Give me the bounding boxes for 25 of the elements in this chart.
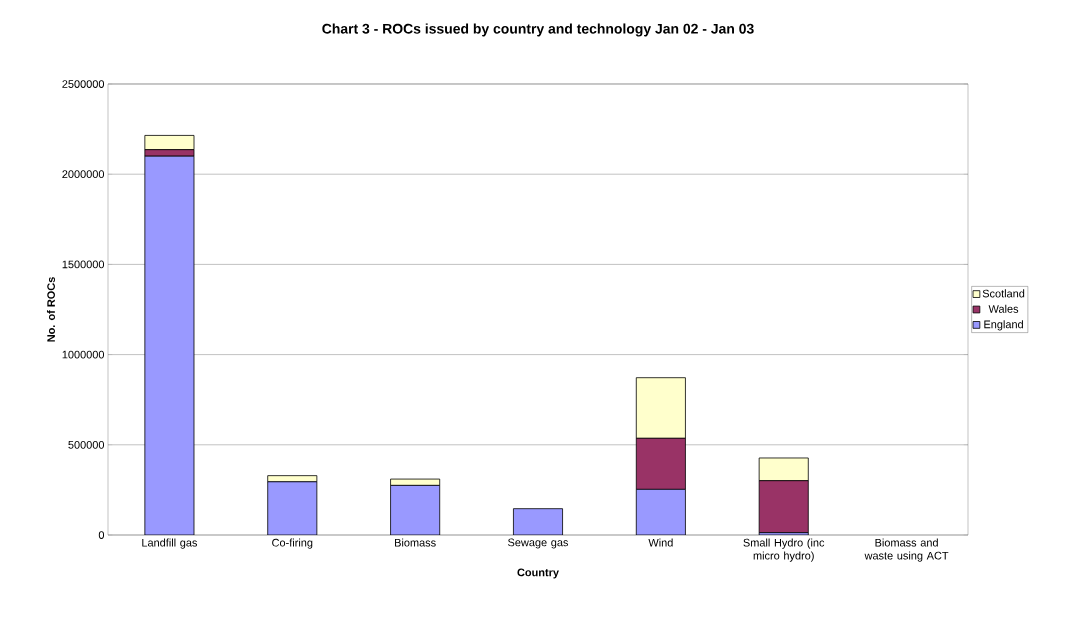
x-tick-label: Wind [648,538,673,547]
x-tick-label: Sewage gas [508,538,569,549]
y-tick-label: 2500000 [62,80,105,88]
y-tick-label: 500000 [68,440,105,449]
x-tick-label: Biomass and waste using ACT [864,538,949,562]
x-axis-title: Country [517,568,559,579]
legend-label: Wales [988,304,1019,313]
bar [390,478,441,486]
x-tick-label: Co-firing [272,538,313,549]
chart-title: Chart 3 - ROCs issued by country and technology Jan 02 - Jan 03 [322,23,754,37]
x-tick-label: Landfill gas [142,538,198,549]
bar [390,484,441,535]
legend-label: Scotland [982,289,1025,298]
y-tick-label: 0 [98,531,105,539]
bar [267,481,318,535]
bar [635,488,686,535]
y-tick-label: 1000000 [62,350,105,359]
legend-label: England [984,320,1023,331]
y-axis-title: No. of ROCs [46,277,55,342]
bar [144,155,195,535]
bar [513,508,563,535]
x-tick-label: Small Hydro (inc micro hydro) [743,538,825,562]
x-tick-label: Biomass [395,538,436,547]
y-tick-label: 2000000 [62,170,105,179]
y-tick-label: 1500000 [62,260,105,269]
